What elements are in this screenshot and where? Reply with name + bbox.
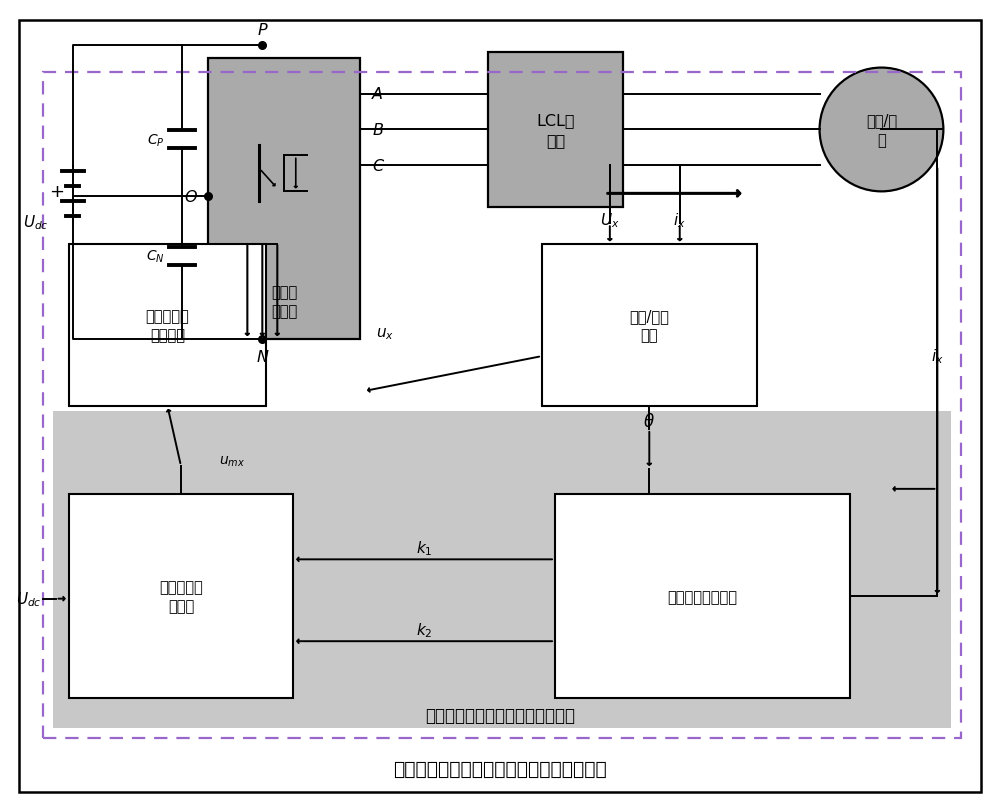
Text: 负载/网
侧: 负载/网 侧: [866, 113, 897, 148]
Text: N: N: [256, 350, 268, 364]
Text: $i_x$: $i_x$: [931, 347, 944, 366]
Text: C: C: [372, 159, 383, 174]
Bar: [488, 53, 623, 208]
Bar: [53, 411, 951, 728]
Text: O: O: [184, 190, 197, 204]
Text: $C_P$: $C_P$: [147, 132, 164, 148]
Text: 电压/电流
控制: 电压/电流 控制: [629, 308, 669, 343]
Bar: [43, 72, 961, 739]
Text: 三电平
逆变器: 三电平 逆变器: [271, 285, 297, 320]
Bar: [69, 494, 293, 698]
Bar: [542, 245, 757, 406]
Text: B: B: [372, 122, 383, 138]
Text: $U_{dc}$: $U_{dc}$: [16, 590, 41, 608]
Text: $k_1$: $k_1$: [416, 539, 432, 557]
Bar: [208, 58, 360, 340]
Text: A: A: [372, 87, 383, 102]
Text: +: +: [49, 183, 64, 201]
Text: 一种三电平逆变器的最小开关损耗实现方法: 一种三电平逆变器的最小开关损耗实现方法: [393, 759, 607, 778]
Text: $\theta$: $\theta$: [643, 413, 655, 431]
Text: $i_x$: $i_x$: [673, 211, 686, 230]
Text: $u_{mx}$: $u_{mx}$: [219, 454, 245, 469]
Text: $U_x$: $U_x$: [600, 211, 620, 230]
Circle shape: [820, 68, 943, 192]
Text: $k_2$: $k_2$: [416, 620, 432, 639]
Text: $U_{dc}$: $U_{dc}$: [23, 212, 48, 231]
Text: 选取共模电压系数: 选取共模电压系数: [667, 589, 737, 604]
Text: $C_N$: $C_N$: [146, 249, 165, 265]
Text: 共模电压注
入策略: 共模电压注 入策略: [159, 579, 203, 614]
Bar: [69, 245, 266, 406]
Bar: [555, 494, 850, 698]
Text: LCL滤
波器: LCL滤 波器: [536, 113, 575, 148]
Text: 双三角载波
比较方法: 双三角载波 比较方法: [146, 308, 189, 343]
Text: P: P: [258, 24, 267, 38]
Text: 基于最大电流相调制波钳位的策略: 基于最大电流相调制波钳位的策略: [425, 706, 575, 724]
Text: $u_x$: $u_x$: [376, 326, 394, 341]
